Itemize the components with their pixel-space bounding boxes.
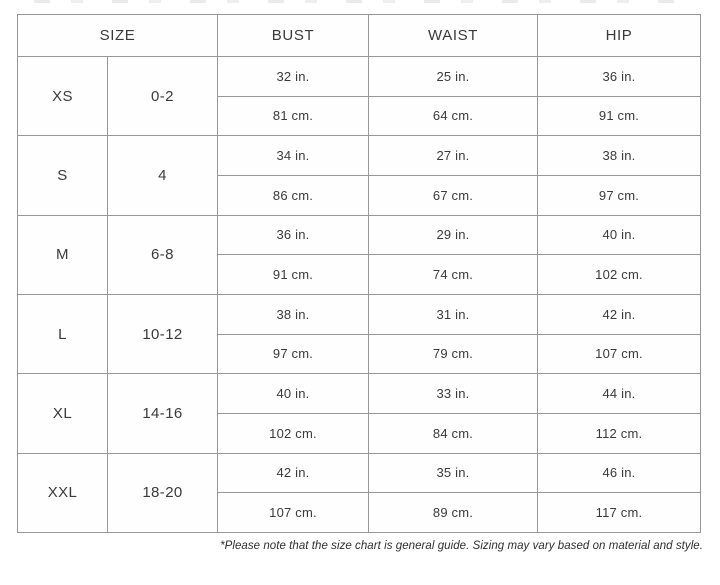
size-range-l: 10-12 <box>107 293 218 375</box>
header-row: SIZE BUST WAIST HIP <box>17 14 701 57</box>
hip-cm: 102 cm. <box>537 254 701 295</box>
waist-inches: 33 in. <box>368 373 538 414</box>
size-chart-table: SIZE BUST WAIST HIP XS 0-2 32 in. 25 in.… <box>17 14 701 534</box>
bust-cm: 86 cm. <box>217 174 369 216</box>
bust-cm: 91 cm. <box>217 254 369 295</box>
hip-cm: 112 cm. <box>537 412 701 454</box>
table-row-xl-cm: 102 cm. 84 cm. 112 cm. <box>18 412 701 454</box>
waist-cm: 84 cm. <box>368 412 538 454</box>
waist-cm: 89 cm. <box>368 492 538 533</box>
size-label-s: S <box>17 135 108 216</box>
size-range-m: 6-8 <box>107 214 218 295</box>
waist-cm: 67 cm. <box>368 174 538 216</box>
bust-cm: 102 cm. <box>217 412 369 454</box>
bust-inches: 38 in. <box>217 293 369 335</box>
hip-cm: 107 cm. <box>537 333 701 375</box>
col-header-size: SIZE <box>17 14 218 57</box>
size-range-xxl: 18-20 <box>107 452 218 534</box>
bust-inches: 36 in. <box>217 214 369 256</box>
bust-inches: 34 in. <box>217 135 369 176</box>
table-row-xs-inches: XS 0-2 32 in. 25 in. 36 in. <box>17 55 701 137</box>
hip-inches: 40 in. <box>537 214 701 256</box>
size-range-xs: 0-2 <box>107 55 218 137</box>
size-label-xxl: XXL <box>17 452 108 534</box>
table-row-m-cm: 91 cm. 74 cm. 102 cm. <box>18 254 701 295</box>
col-header-bust: BUST <box>217 14 369 57</box>
hip-inches: 36 in. <box>537 56 701 97</box>
waist-cm: 64 cm. <box>368 95 538 137</box>
col-header-waist: WAIST <box>368 14 538 57</box>
table-row-xxl-inches: XXL 18-20 42 in. 35 in. 46 in. <box>17 452 701 534</box>
hip-inches: 42 in. <box>537 293 701 335</box>
table-row-m-inches: M 6-8 36 in. 29 in. 40 in. <box>17 214 701 295</box>
waist-cm: 74 cm. <box>368 254 538 295</box>
waist-inches: 27 in. <box>368 135 538 176</box>
col-header-hip: HIP <box>537 14 701 57</box>
hip-cm: 91 cm. <box>537 95 701 137</box>
hip-inches: 44 in. <box>537 373 701 414</box>
table-row-l-inches: L 10-12 38 in. 31 in. 42 in. <box>17 293 701 375</box>
footnote: *Please note that the size chart is gene… <box>220 540 703 552</box>
table-row-s-inches: S 4 34 in. 27 in. 38 in. <box>17 135 701 216</box>
size-label-m: M <box>17 214 108 295</box>
table-row-l-cm: 97 cm. 79 cm. 107 cm. <box>18 333 701 375</box>
bust-cm: 107 cm. <box>217 492 369 533</box>
cropped-text-artifact <box>34 0 692 3</box>
bust-cm: 97 cm. <box>217 333 369 375</box>
bust-cm: 81 cm. <box>217 95 369 137</box>
size-range-s: 4 <box>107 135 218 216</box>
waist-cm: 79 cm. <box>368 333 538 375</box>
waist-inches: 29 in. <box>368 214 538 256</box>
size-label-xl: XL <box>17 373 108 454</box>
table-row-xl-inches: XL 14-16 40 in. 33 in. 44 in. <box>17 373 701 454</box>
size-range-xl: 14-16 <box>107 373 218 454</box>
waist-inches: 25 in. <box>368 56 538 97</box>
table-row-s-cm: 86 cm. 67 cm. 97 cm. <box>18 174 701 216</box>
size-label-l: L <box>17 293 108 375</box>
waist-inches: 31 in. <box>368 293 538 335</box>
bust-inches: 32 in. <box>217 56 369 97</box>
hip-inches: 46 in. <box>537 452 701 494</box>
hip-cm: 97 cm. <box>537 174 701 216</box>
bust-inches: 40 in. <box>217 373 369 414</box>
table-row-xs-cm: 81 cm. 64 cm. 91 cm. <box>18 95 701 137</box>
size-chart: SIZE BUST WAIST HIP XS 0-2 32 in. 25 in.… <box>17 14 701 534</box>
table-row-xxl-cm: 107 cm. 89 cm. 117 cm. <box>18 492 701 533</box>
size-label-xs: XS <box>17 55 108 137</box>
bust-inches: 42 in. <box>217 452 369 494</box>
waist-inches: 35 in. <box>368 452 538 494</box>
hip-inches: 38 in. <box>537 135 701 176</box>
hip-cm: 117 cm. <box>537 492 701 533</box>
